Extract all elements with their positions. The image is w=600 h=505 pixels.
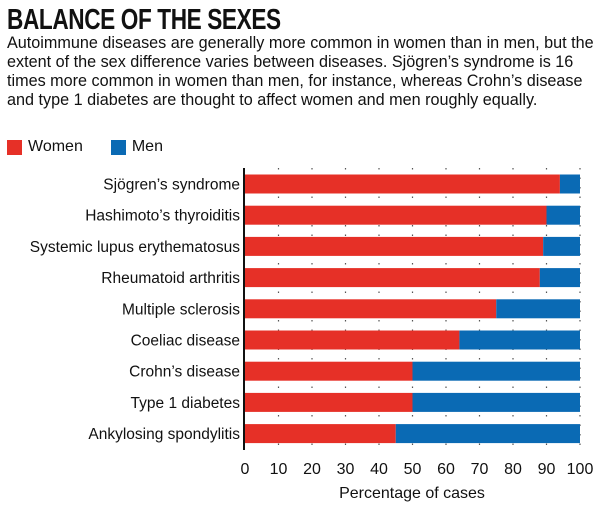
- category-label: Coeliac disease: [131, 333, 240, 350]
- legend-item-men: Men: [110, 138, 163, 156]
- x-tick-label: 90: [538, 461, 556, 478]
- category-label: Systemic lupus erythematosus: [30, 239, 240, 256]
- category-label: Ankylosing spondylitis: [88, 426, 240, 443]
- bar-men: [459, 330, 580, 350]
- legend-label-men: Men: [131, 138, 163, 155]
- bar-women: [245, 268, 540, 288]
- x-tick-label: 50: [404, 461, 422, 478]
- bar-women: [245, 361, 413, 381]
- x-tick-label: 0: [241, 461, 250, 478]
- x-tick-label: 60: [437, 461, 455, 478]
- category-label: Sjögren’s syndrome: [103, 177, 240, 194]
- bar-men: [395, 424, 580, 444]
- x-tick-label: 30: [337, 461, 355, 478]
- x-tick-label: 40: [370, 461, 388, 478]
- bar-men: [559, 174, 580, 194]
- x-tick-label: 100: [567, 461, 594, 478]
- category-label: Hashimoto’s thyroiditis: [85, 208, 240, 225]
- legend-item-women: Women: [7, 138, 83, 156]
- x-tick-label: 80: [504, 461, 522, 478]
- bar-women: [245, 392, 413, 412]
- bar-women: [245, 299, 497, 319]
- bar-men: [412, 392, 580, 412]
- bar-men: [543, 236, 580, 256]
- bar-women: [245, 236, 544, 256]
- category-label: Type 1 diabetes: [131, 395, 241, 412]
- bar-men: [546, 205, 580, 225]
- legend: Women Men: [7, 138, 191, 156]
- bar-women: [245, 174, 560, 194]
- x-tick-label: 20: [303, 461, 321, 478]
- legend-swatch-men: [110, 139, 126, 155]
- category-label: Multiple sclerosis: [122, 301, 240, 318]
- category-label: Crohn’s disease: [129, 364, 240, 381]
- bar-men: [539, 268, 580, 288]
- legend-swatch-women: [7, 139, 22, 155]
- bar-men: [412, 361, 580, 381]
- category-label: Rheumatoid arthritis: [101, 270, 240, 287]
- chart-title: BALANCE OF THE SEXES: [7, 4, 281, 36]
- bar-men: [496, 299, 580, 319]
- legend-label-women: Women: [28, 138, 83, 155]
- x-axis-label: Percentage of cases: [339, 485, 485, 502]
- bar-women: [245, 205, 547, 225]
- chart-subtitle: Autoimmune diseases are generally more c…: [7, 34, 594, 109]
- x-tick-label: 10: [270, 461, 288, 478]
- bar-women: [245, 424, 396, 444]
- x-tick-label: 70: [471, 461, 489, 478]
- bar-women: [245, 330, 460, 350]
